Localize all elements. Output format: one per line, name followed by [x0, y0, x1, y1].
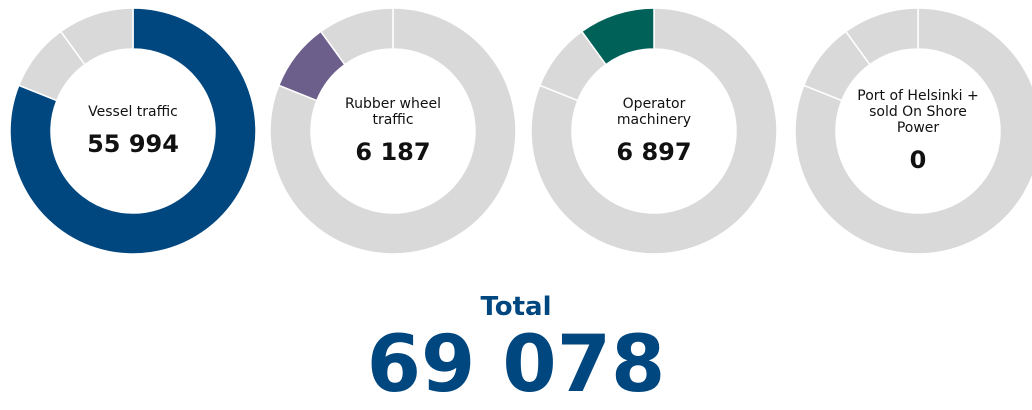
category-label: Rubber wheel traffic	[344, 96, 441, 128]
donut-center: Vessel traffic 55 994	[65, 56, 201, 206]
value-label: 6 187	[355, 138, 431, 166]
donut-segment	[269, 7, 517, 255]
value-label: 55 994	[87, 130, 179, 158]
donut-center: Operator machinery 6 897	[586, 56, 722, 206]
donut-segment	[844, 7, 919, 66]
donut-segment	[794, 7, 1032, 255]
donut-center: Rubber wheel traffic 6 187	[325, 56, 461, 206]
donut-segment	[319, 7, 394, 66]
donut-segment	[580, 7, 655, 66]
total-label: Total	[480, 292, 552, 322]
category-label: Port of Helsinki + sold On Shore Power	[857, 88, 979, 136]
value-label: 6 897	[616, 138, 692, 166]
donut-segment	[9, 7, 257, 255]
donuts	[9, 7, 1032, 255]
donut-center: Port of Helsinki + sold On Shore Power 0	[850, 56, 986, 206]
donut-segment	[59, 7, 134, 66]
total-value: 69 078	[366, 320, 666, 410]
value-label: 0	[909, 146, 927, 174]
donut-segment	[530, 7, 778, 255]
category-label: Vessel traffic	[88, 104, 178, 120]
category-label: Operator machinery	[616, 96, 692, 128]
